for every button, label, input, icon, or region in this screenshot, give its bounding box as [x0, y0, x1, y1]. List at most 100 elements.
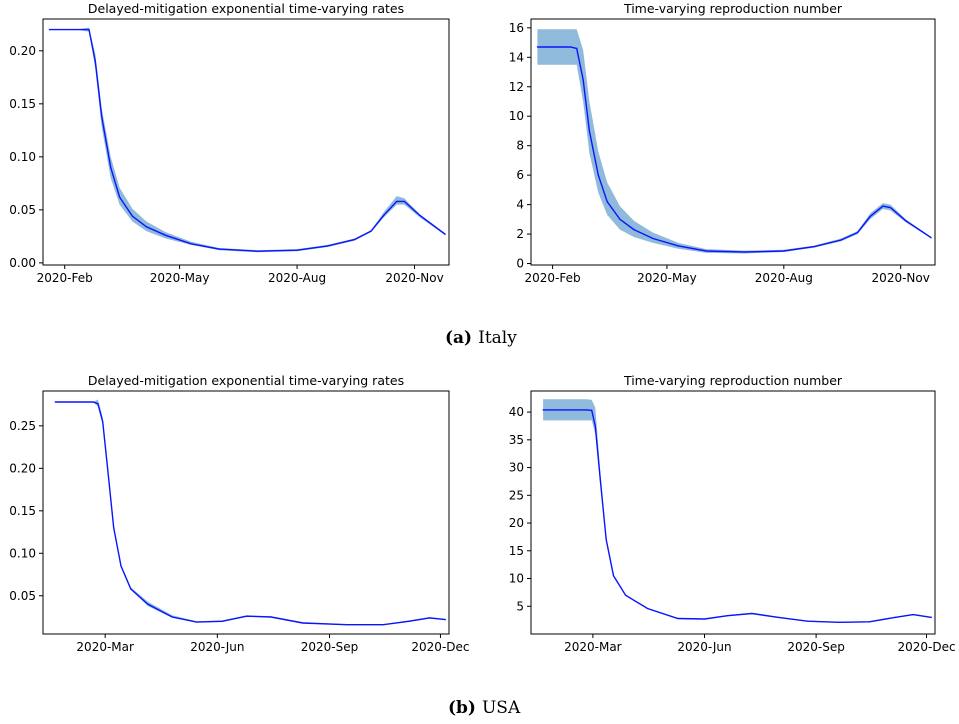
caption-usa: (b) USA [448, 698, 521, 718]
uncertainty-band [537, 29, 932, 254]
series-line [49, 28, 446, 252]
data-point [597, 174, 599, 176]
data-point [576, 47, 578, 50]
data-point [302, 622, 304, 624]
data-point [606, 201, 608, 203]
data-point [101, 116, 103, 118]
data-point [912, 614, 914, 616]
data-point [382, 624, 384, 626]
x-tick-label: 2020-Mar [564, 640, 622, 654]
data-point [396, 200, 398, 202]
data-point [120, 565, 122, 567]
data-point [196, 621, 198, 623]
data-point [48, 29, 51, 31]
caption-usa-tag: (b) [448, 698, 476, 718]
series-line [543, 409, 932, 624]
x-tick-label: 2020-Jun [677, 640, 731, 654]
data-point [296, 249, 298, 251]
data-point [726, 615, 729, 617]
x-tick-label: 2020-Dec [897, 640, 955, 654]
plot-frame [530, 390, 936, 635]
y-tick-label: 0.20 [9, 461, 36, 475]
x-tick-label: 2020-Nov [385, 271, 443, 285]
data-point [165, 234, 167, 236]
data-point [403, 200, 405, 202]
y-tick-label: 10 [509, 109, 524, 123]
data-point [894, 616, 896, 619]
chart-title: Time-varying reproduction number [623, 1, 843, 16]
caption-italy-tag: (a) [445, 328, 472, 348]
data-point [327, 245, 329, 247]
data-point [777, 616, 780, 619]
x-tick-label: 2020-May [150, 271, 210, 285]
x-tick-label: 2020-Aug [268, 271, 326, 285]
data-point [783, 250, 785, 252]
y-tick-label: 0.00 [9, 256, 36, 270]
data-point [856, 232, 859, 234]
data-point [218, 248, 220, 250]
data-point [905, 220, 907, 222]
data-point [677, 617, 679, 620]
x-tick-label: 2020-Feb [525, 271, 581, 285]
x-tick-label: 2020-Sep [787, 640, 845, 654]
chart-title: Delayed-mitigation exponential time-vary… [88, 1, 404, 16]
data-point [145, 226, 147, 228]
data-point [536, 46, 539, 48]
data-point [171, 616, 173, 618]
y-tick-label: 0.05 [9, 203, 36, 217]
data-point [868, 621, 871, 623]
data-point [408, 620, 410, 622]
data-point [270, 616, 272, 618]
data-point [54, 401, 56, 403]
y-tick-label: 0.20 [9, 44, 36, 58]
data-point [599, 478, 601, 480]
y-tick-label: 20 [509, 516, 524, 530]
data-point [542, 409, 544, 411]
data-point [586, 409, 588, 411]
data-point [130, 588, 132, 590]
y-tick-label: 15 [509, 544, 524, 558]
uncertainty-band [55, 399, 446, 626]
data-point [428, 617, 431, 619]
caption-italy-text: Italy [478, 328, 517, 348]
data-point [190, 243, 192, 245]
y-tick-label: 0.05 [9, 589, 36, 603]
uncertainty-band [543, 399, 932, 623]
plot-frame [42, 18, 450, 266]
data-point [569, 46, 572, 48]
data-point [807, 620, 809, 622]
data-point [889, 207, 892, 209]
y-tick-label: 25 [509, 488, 524, 502]
chart-italy-reproduction: Time-varying reproduction number 2020-Feb… [509, 1, 936, 285]
data-point [92, 401, 94, 403]
x-tick-label: 2020-Nov [872, 271, 930, 285]
data-point [869, 215, 871, 217]
y-tick-label: 0.15 [9, 97, 36, 111]
data-point [75, 29, 77, 31]
y-tick-label: 5 [516, 599, 524, 613]
data-point [612, 575, 615, 577]
y-tick-label: 14 [509, 50, 524, 64]
data-point [652, 237, 654, 240]
data-point [444, 233, 446, 235]
data-point [582, 78, 584, 80]
data-point [930, 237, 932, 239]
x-tick-label: 2020-Mar [76, 640, 134, 654]
y-tick-label: 0.15 [9, 504, 36, 518]
data-point [113, 527, 115, 529]
data-point [813, 246, 815, 248]
data-point [840, 239, 842, 241]
x-tick-label: 2020-Feb [37, 271, 93, 285]
data-point [147, 603, 149, 605]
chart-title: Delayed-mitigation exponential time-vary… [88, 373, 404, 388]
data-point [633, 229, 635, 231]
data-point [246, 615, 248, 617]
chart-usa-reproduction: Time-varying reproduction number 2020-Mar… [509, 373, 956, 654]
uncertainty-band [49, 27, 446, 253]
data-point [838, 621, 840, 623]
data-point [882, 205, 884, 207]
data-point [419, 214, 421, 216]
data-point [594, 425, 596, 427]
data-point [256, 250, 259, 252]
x-tick-label: 2020-May [637, 271, 697, 285]
